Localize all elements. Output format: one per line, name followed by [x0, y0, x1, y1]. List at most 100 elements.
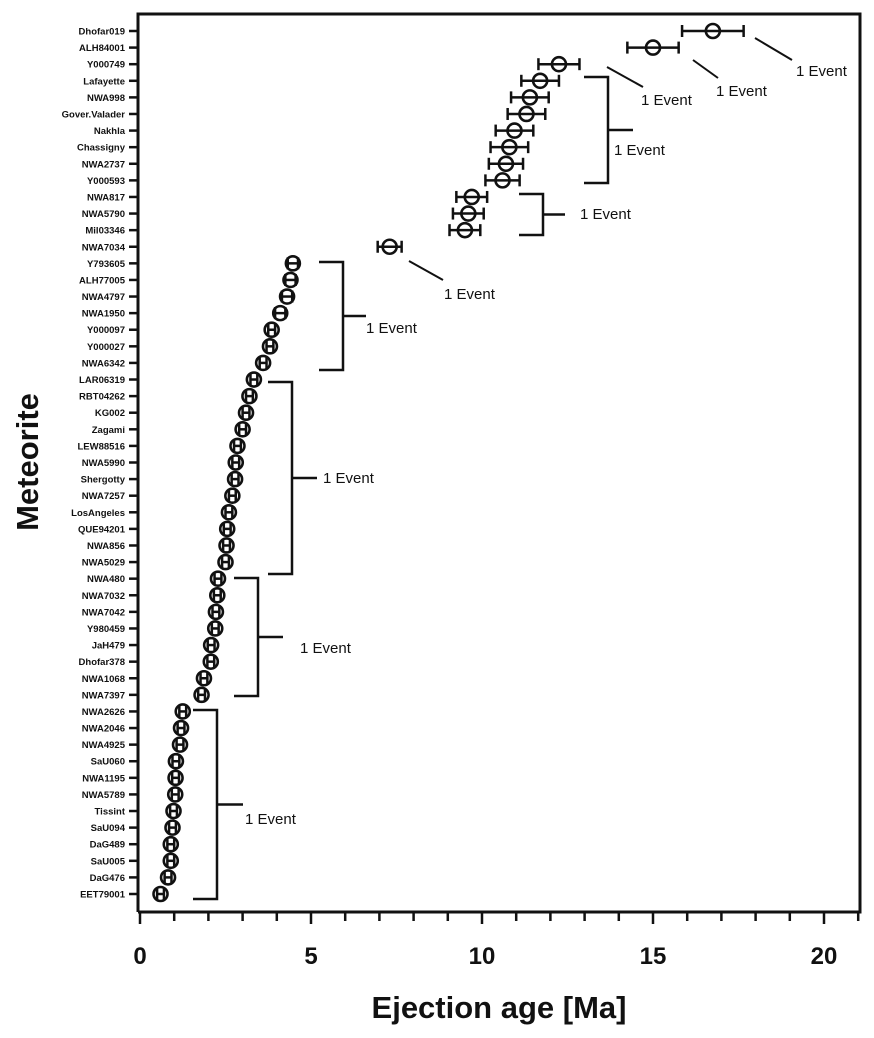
marker-circle: [550, 55, 568, 73]
y-tick-label: Y980459: [87, 624, 125, 635]
data-point: [162, 852, 180, 870]
marker-circle: [207, 603, 225, 621]
data-point: [220, 503, 238, 521]
data-point: [245, 371, 263, 388]
event-annotation: 1 Event: [408, 260, 496, 303]
data-point: [448, 221, 482, 239]
y-tick-label: ALH84001: [79, 43, 126, 54]
marker-circle: [241, 387, 258, 405]
x-tick-label: 0: [133, 943, 146, 970]
data-point: [509, 89, 550, 106]
y-tick-label: NWA7397: [82, 690, 125, 701]
data-point: [166, 786, 184, 803]
y-tick-label: NWA856: [87, 541, 125, 552]
marker-circle: [209, 570, 227, 587]
event-label: 1 Event: [444, 286, 496, 303]
data-point: [167, 752, 185, 770]
marker-circle: [497, 155, 515, 173]
marker-circle: [208, 586, 226, 604]
marker-circle: [644, 39, 662, 56]
y-tick-label: NWA7042: [82, 607, 125, 618]
y-tick-label: DaG489: [90, 840, 125, 851]
y-tick-label: NWA5029: [82, 558, 125, 569]
bracket: [234, 576, 260, 698]
marker-circle: [162, 852, 180, 870]
marker-circle: [195, 669, 213, 687]
event-annotation: 1 Event: [754, 37, 848, 80]
event-annotation: 1 Event: [319, 260, 418, 372]
y-tick-label: LEW88516: [77, 441, 125, 452]
event-label: 1 Event: [245, 811, 297, 828]
y-tick-label: NWA1950: [82, 309, 125, 320]
y-tick-label: Y000749: [87, 60, 125, 71]
data-point: [254, 354, 272, 372]
data-point: [506, 105, 547, 123]
marker-circle: [152, 885, 169, 903]
data-point: [537, 55, 581, 73]
y-tick-label: ALH77005: [79, 275, 126, 286]
marker-circle: [167, 769, 184, 787]
marker-circle: [166, 786, 184, 803]
data-point: [227, 454, 245, 471]
marker-circle: [167, 752, 185, 770]
marker-circle: [456, 221, 474, 239]
event-annotations: 1 Event 1 Event 1 Event 1 Event 1 Event 1 Eve…: [193, 37, 848, 901]
data-point: [241, 387, 258, 405]
y-tick-label: SaU094: [91, 823, 126, 834]
y-tick-label: Dhofar019: [79, 27, 125, 38]
marker-circle: [245, 371, 263, 388]
data-point: [193, 686, 210, 704]
marker-circle: [381, 238, 398, 256]
marker-circle: [218, 520, 236, 538]
data-point: [167, 769, 184, 787]
marker-circle: [518, 105, 535, 123]
data-point: [237, 404, 255, 422]
leader-line: [692, 59, 719, 79]
bracket: [519, 192, 545, 237]
marker-circle: [254, 354, 272, 372]
y-tick-label: NWA2046: [82, 724, 125, 735]
event-annotation: 1 Event: [584, 75, 666, 185]
data-point: [282, 271, 299, 289]
x-tick-label: 10: [469, 943, 496, 970]
y-tick-label: SaU005: [91, 856, 126, 867]
y-tick-label: Mil03346: [85, 226, 125, 237]
y-axis-title: Meteorite: [10, 393, 45, 531]
data-point: [224, 487, 241, 504]
data-point: [174, 703, 192, 720]
x-tick-label: 15: [640, 943, 667, 970]
y-tick-label: Dhofar378: [79, 657, 125, 668]
y-tick-label: DaG476: [90, 873, 125, 884]
data-point: [484, 172, 521, 189]
marker-circle: [202, 653, 220, 670]
event-label: 1 Event: [300, 640, 352, 657]
event-annotation: 1 Event: [193, 708, 297, 901]
y-tick-label: KG002: [95, 408, 125, 419]
y-tick-label: Tissint: [95, 807, 126, 818]
data-point: [376, 238, 403, 256]
marker-circle: [220, 503, 238, 521]
data-point: [520, 72, 561, 90]
data-point: [165, 802, 182, 820]
marker-circle: [162, 835, 180, 853]
y-tick-label: Y793605: [87, 259, 126, 270]
y-tick-label: Gover.Valader: [62, 109, 126, 120]
y-axis: Dhofar019 ALH84001 Y000749 Lafayette NWA998 G…: [62, 27, 138, 901]
data-point: [152, 885, 169, 903]
marker-circle: [229, 437, 246, 455]
marker-circle: [218, 537, 235, 554]
y-tick-label: LAR06319: [79, 375, 125, 386]
marker-circle: [284, 255, 302, 272]
y-tick-label: NWA5990: [82, 458, 125, 469]
marker-circle: [521, 89, 539, 106]
data-point: [278, 288, 296, 305]
y-tick-label: Y000097: [87, 325, 125, 336]
y-tick-label: Zagami: [92, 425, 125, 436]
data-point: [218, 520, 236, 538]
marker-circle: [164, 819, 181, 836]
marker-circle: [704, 22, 722, 40]
bracket: [319, 260, 345, 372]
bracket: [193, 708, 219, 901]
data-point: [229, 437, 246, 455]
y-tick-label: Y000027: [87, 342, 125, 353]
